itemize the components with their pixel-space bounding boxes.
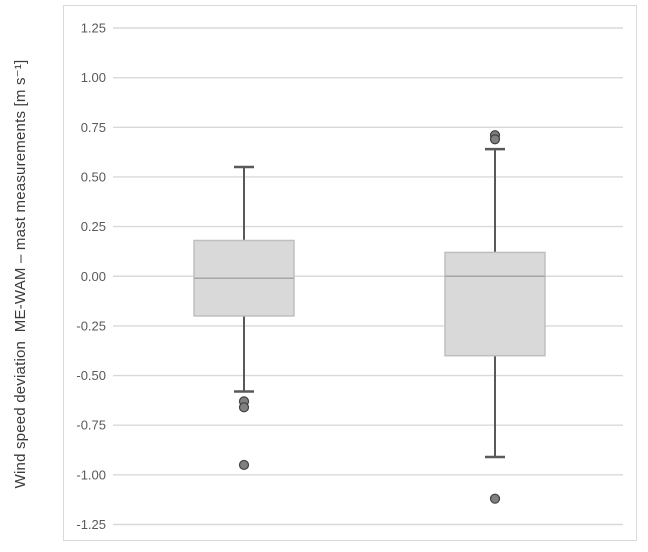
- y-tick-label: -0.75: [76, 418, 106, 433]
- outlier-point: [489, 134, 501, 145]
- y-tick-label: 0.25: [81, 219, 106, 234]
- chart-area: 1.25 1.00 0.75 0.50 0.25 0.00 -0.25 -0.50 -0.75 -…: [63, 5, 637, 541]
- y-tick-label: -0.50: [76, 368, 106, 383]
- y-tick-label: 1.00: [81, 70, 106, 85]
- box: [444, 251, 546, 357]
- y-tick-label: 1.25: [81, 21, 106, 36]
- outlier-point: [238, 459, 250, 471]
- plot-svg: 1.25 1.00 0.75 0.50 0.25 0.00 -0.25 -0.50 -0.75 -…: [76, 21, 623, 532]
- y-tick-label: 0.50: [81, 169, 106, 184]
- y-tick-label: -1.00: [76, 467, 106, 482]
- y-axis-title: Wind speed deviation ME-WAM – mast measu…: [12, 59, 29, 489]
- outlier-point: [238, 402, 250, 413]
- y-tick-label: 0.75: [81, 120, 106, 135]
- y-tick-label: -0.25: [76, 318, 106, 333]
- y-tick-label: -1.25: [76, 517, 106, 532]
- outlier-point: [489, 493, 501, 504]
- y-tick-label: 0.00: [81, 269, 106, 284]
